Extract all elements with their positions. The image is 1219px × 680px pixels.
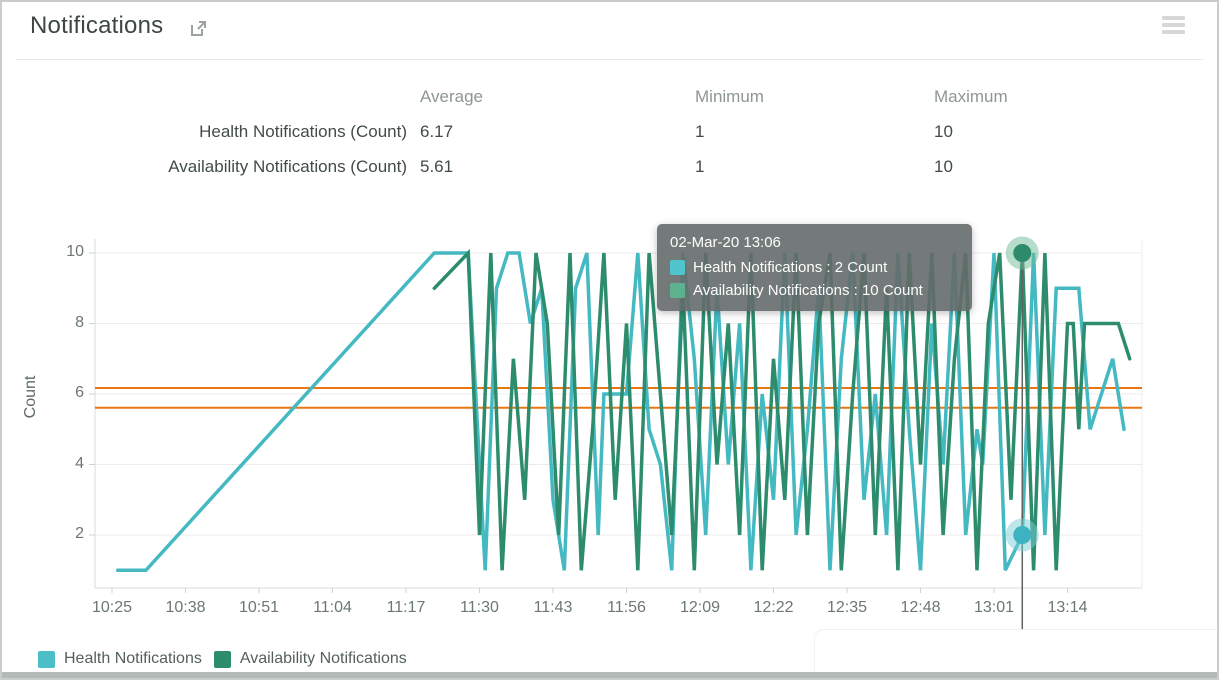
x-axis-label: 12:09 [679, 599, 721, 616]
chart-legend: Health Notifications Availability Notifi… [38, 650, 419, 668]
stats-availability-average: 5.61 [420, 157, 454, 176]
stats-header-average: Average [420, 87, 484, 106]
y-axis-label: 6 [75, 384, 84, 401]
legend-availability-swatch-icon [213, 650, 231, 668]
tooltip-health-swatch-icon [670, 260, 685, 275]
external-link-icon[interactable] [188, 17, 210, 39]
legend-health-label: Health Notifications [64, 650, 202, 667]
series-line [115, 251, 1126, 573]
stats-health-average: 6.17 [420, 122, 454, 141]
x-axis-label: 13:01 [973, 599, 1015, 616]
x-axis-label: 13:14 [1047, 599, 1088, 616]
tooltip-availability-swatch-icon [670, 283, 685, 298]
chart-plot-svg [89, 236, 1143, 632]
x-axis-label: 11:43 [533, 599, 573, 616]
legend-availability-label: Availability Notifications [239, 650, 407, 667]
x-axis-label: 11:04 [313, 599, 352, 616]
widget-menu-icon[interactable] [1162, 16, 1185, 34]
x-axis-label: 10:51 [238, 599, 280, 616]
x-axis-label: 12:48 [900, 599, 941, 616]
chart-tooltip: 02-Mar-20 13:06 Health Notifications : 2… [657, 224, 972, 311]
stats-health-minimum: 1 [695, 122, 705, 141]
x-axis-label: 10:25 [91, 599, 133, 616]
x-axis-label: 12:35 [826, 599, 868, 616]
legend-item-availability[interactable]: Availability Notifications [213, 650, 407, 668]
series-line [432, 248, 1132, 571]
y-axis-label: 4 [75, 454, 84, 472]
legend-health-swatch-icon [38, 650, 55, 668]
tooltip-health-text: Health Notifications : 2 Count [693, 259, 888, 276]
stats-header-maximum: Maximum [934, 87, 1008, 106]
stats-availability-minimum: 1 [695, 157, 705, 176]
tooltip-row-health: Health Notifications : 2 Count [670, 259, 959, 276]
chart-plot-area[interactable] [89, 236, 1143, 632]
x-axis-label: 10:38 [165, 599, 206, 616]
x-axis-label: 11:56 [607, 599, 646, 616]
stats-header-minimum: Minimum [695, 87, 764, 106]
legend-item-health[interactable]: Health Notifications [38, 650, 202, 668]
y-axis-label: 8 [75, 313, 84, 331]
tooltip-row-availability: Availability Notifications : 10 Count [670, 282, 959, 299]
x-axis-labels: 10:25 10:38 10:51 11:04 11:17 11:30 11:43 11:56… [92, 599, 1142, 621]
y-axis-label: 10 [66, 243, 84, 260]
stats-row-availability-label: Availability Notifications (Count) [168, 157, 407, 176]
x-axis-label: 11:17 [386, 599, 426, 616]
tooltip-timestamp: 02-Mar-20 13:06 [670, 234, 781, 251]
marker-dot [1013, 526, 1032, 544]
stats-row-health-label: Health Notifications (Count) [199, 122, 407, 141]
header-divider [16, 59, 1203, 60]
x-axis-label: 12:22 [753, 599, 794, 616]
x-axis-label: 11:30 [460, 599, 499, 616]
widget-bottom-edge [2, 672, 1217, 678]
stats-health-maximum: 10 [934, 122, 953, 141]
y-axis-label: 2 [75, 525, 84, 542]
widget-title: Notifications [30, 12, 164, 39]
marker-dot [1013, 244, 1032, 262]
corner-overlay [814, 629, 1217, 675]
stats-availability-maximum: 10 [934, 157, 953, 176]
y-axis-title: Count [22, 375, 39, 419]
tooltip-availability-text: Availability Notifications : 10 Count [693, 282, 923, 299]
